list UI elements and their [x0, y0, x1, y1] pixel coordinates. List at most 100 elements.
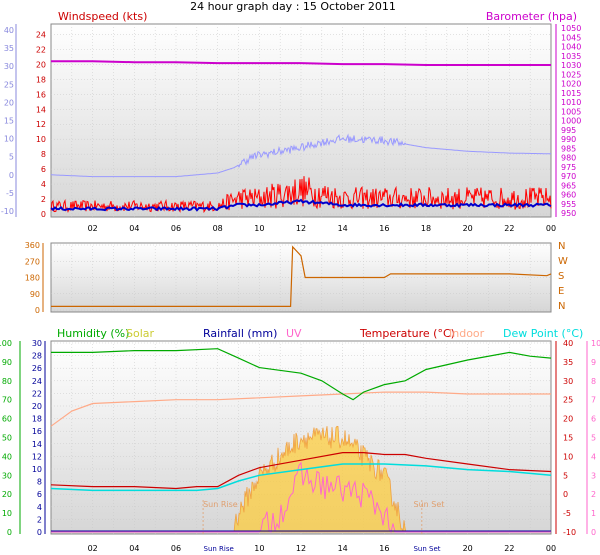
wind-panel-grid: [51, 24, 551, 217]
wind-direction-line: [51, 245, 552, 307]
windspeed-tick-label: 0: [41, 210, 46, 219]
rainfall-tick-label: 4: [37, 503, 42, 512]
barometer-tick-label: 1040: [561, 43, 581, 52]
humidity-tick-label: 50: [2, 434, 12, 443]
uv-tick-label: 3: [591, 471, 596, 480]
rainfall-tick-label: 20: [32, 402, 42, 411]
outer-left-tick-label: 35: [4, 44, 14, 53]
compass-tick-label: W: [558, 256, 568, 267]
direction-panel-series: [51, 245, 552, 307]
legend-label: Humidity (%): [57, 327, 129, 340]
outer-left-tick-label: 30: [4, 62, 14, 71]
wind-panel-ticks: 2422201816141210864204035302520151050-5-…: [1, 24, 581, 233]
barometer-tick-label: 955: [561, 200, 576, 209]
rainfall-tick-label: 18: [32, 415, 42, 424]
rainfall-tick-label: 22: [32, 389, 42, 398]
barometer-tick-label: 1035: [561, 52, 581, 61]
outer-left-series-line: [51, 133, 551, 178]
rainfall-tick-label: 16: [32, 427, 42, 436]
barometer-axis-label: Barometer (hpa): [486, 10, 577, 23]
humidity-tick-label: 20: [2, 490, 12, 499]
uv-tick-label: 4: [591, 452, 596, 461]
rainfall-tick-label: 10: [32, 465, 42, 474]
x-tick-label: 02: [88, 224, 98, 233]
windspeed-tick-label: 6: [41, 165, 46, 174]
uv-tick-label: 0: [591, 528, 596, 537]
outer-left-tick-label: 25: [4, 80, 14, 89]
temperature-tick-label: 5: [563, 471, 568, 480]
windspeed-tick-label: 8: [41, 150, 46, 159]
uv-tick-label: 8: [591, 377, 596, 386]
legend-label: Rainfall (mm): [203, 327, 277, 340]
humidity-tick-label: 10: [2, 509, 12, 518]
uv-tick-label: 2: [591, 490, 596, 499]
rainfall-tick-label: 2: [37, 515, 42, 524]
temperature-tick-label: 35: [563, 358, 573, 367]
humidity-panel-legend: Humidity (%)Solar Rainfall (mm) UV Temperat…: [57, 327, 583, 340]
dewpoint-line: [50, 463, 552, 492]
chart-title: 24 hour graph day : 15 October 2011: [190, 0, 396, 13]
rainfall-tick-label: 12: [32, 452, 42, 461]
humidity-tick-label: 0: [7, 528, 12, 537]
uv-line: [51, 461, 551, 534]
outer-left-tick-label: -10: [1, 207, 14, 216]
x-tick-label: Sun Set: [413, 545, 440, 553]
windspeed-tick-label: 18: [36, 75, 46, 84]
temperature-line: [50, 452, 552, 490]
x-tick-label: 16: [379, 224, 389, 233]
humidity-tick-label: 40: [2, 452, 12, 461]
legend-label: Solar: [126, 327, 155, 340]
humidity-line: [51, 348, 552, 401]
x-tick-label: 20: [463, 544, 473, 553]
temperature-tick-label: 40: [563, 339, 573, 348]
x-tick-label: 16: [379, 544, 389, 553]
uv-tick-label: 9: [591, 358, 596, 367]
x-tick-label: 14: [338, 544, 348, 553]
x-tick-label: 04: [129, 224, 139, 233]
x-tick-label: 12: [296, 544, 306, 553]
barometer-tick-label: 970: [561, 172, 576, 181]
direction-tick-label: 360: [25, 241, 40, 250]
temperature-tick-label: -10: [563, 528, 576, 537]
x-tick-label: 02: [88, 544, 98, 553]
barometer-tick-label: 1015: [561, 89, 581, 98]
windspeed-tick-label: 10: [36, 135, 46, 144]
compass-tick-label: N: [558, 301, 565, 312]
barometer-tick-label: 1020: [561, 80, 581, 89]
temperature-tick-label: -5: [563, 509, 571, 518]
temperature-tick-label: 25: [563, 396, 573, 405]
windspeed-line: [50, 176, 552, 214]
x-tick-label: 08: [213, 224, 223, 233]
direction-tick-label: 180: [25, 274, 40, 283]
sun-rise-annotation: Sun Rise: [203, 500, 238, 509]
x-tick-label: 00: [546, 224, 556, 233]
compass-tick-label: E: [558, 286, 564, 297]
barometer-tick-label: 1005: [561, 107, 581, 116]
barometer-tick-label: 990: [561, 135, 576, 144]
rainfall-tick-label: 8: [37, 478, 42, 487]
x-tick-label: 06: [171, 224, 181, 233]
outer-left-tick-label: -5: [6, 189, 14, 198]
sun-set-annotation: Sun Set: [414, 500, 445, 509]
x-tick-label: 22: [504, 544, 514, 553]
uv-tick-label: 6: [591, 415, 596, 424]
x-tick-label: 10: [254, 544, 264, 553]
x-tick-label: 12: [296, 224, 306, 233]
uv-tick-label: 10: [591, 339, 600, 348]
barometer-tick-label: 1050: [561, 24, 581, 33]
barometer-tick-label: 985: [561, 144, 576, 153]
rainfall-tick-label: 30: [32, 339, 42, 348]
humidity-tick-label: 80: [2, 377, 12, 386]
barometer-tick-label: 975: [561, 163, 576, 172]
outer-left-tick-label: 15: [4, 117, 14, 126]
direction-tick-label: 270: [25, 257, 40, 266]
humidity-tick-label: 90: [2, 358, 12, 367]
barometer-tick-label: 1010: [561, 98, 581, 107]
barometer-tick-label: 995: [561, 126, 576, 135]
windspeed-tick-label: 22: [36, 45, 46, 54]
humidity-tick-label: 60: [2, 415, 12, 424]
barometer-tick-label: 960: [561, 191, 576, 200]
uv-tick-label: 5: [591, 434, 596, 443]
windspeed-tick-label: 2: [41, 195, 46, 204]
